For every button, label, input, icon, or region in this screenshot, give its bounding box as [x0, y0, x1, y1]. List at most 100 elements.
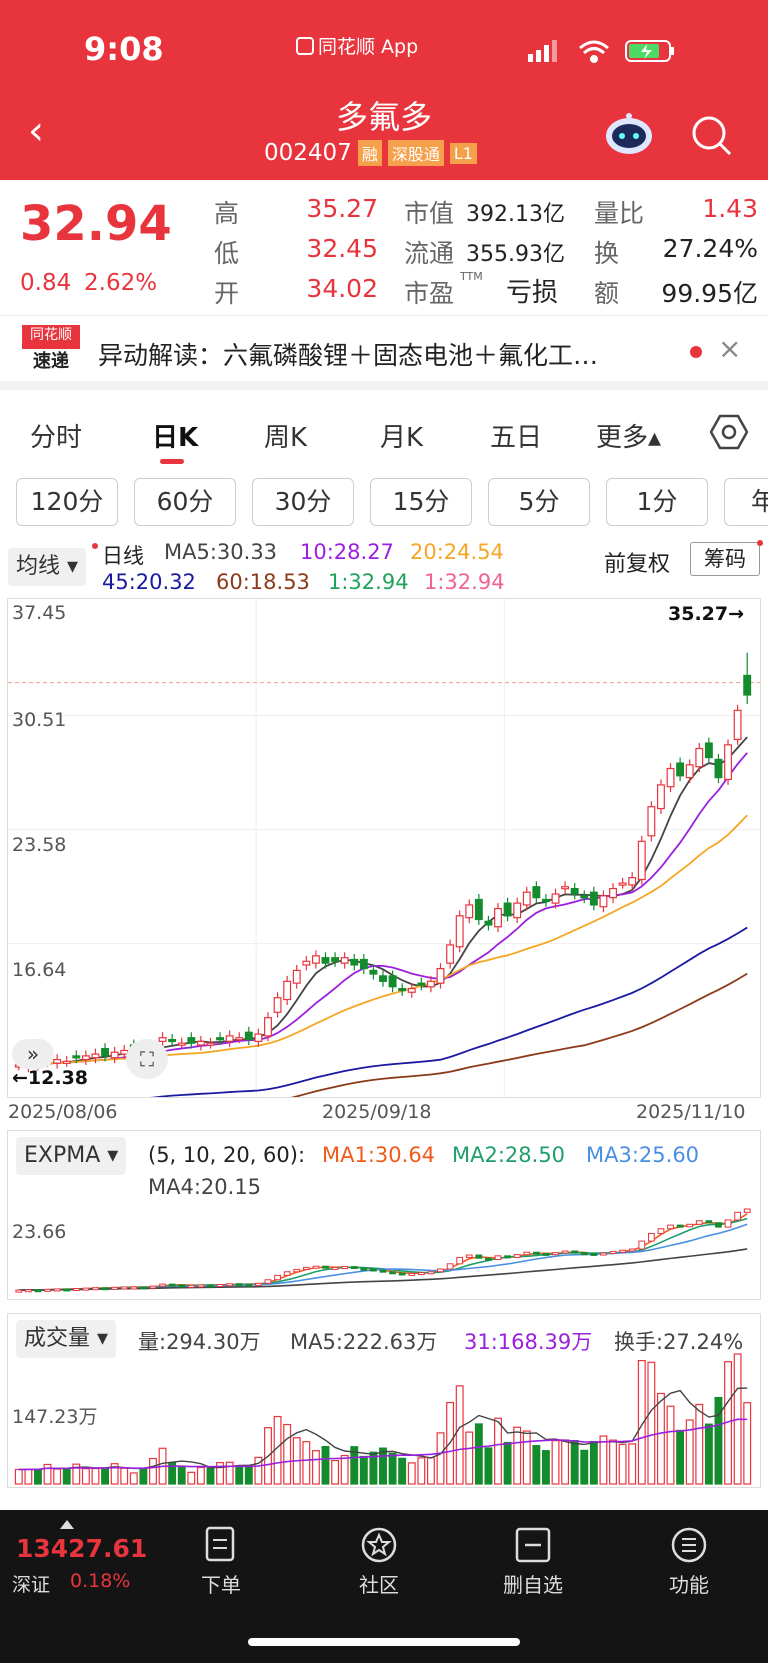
candle	[455, 915, 464, 948]
period-year[interactable]: 年	[724, 478, 768, 526]
period-5m[interactable]: 5分	[488, 478, 590, 526]
y-tick-1: 37.45	[12, 602, 67, 624]
expma-dropdown[interactable]: EXPMA ▾	[16, 1137, 127, 1175]
kline-panel[interactable]: 37.45 30.51 23.58 16.64 35.27→ ←12.38 » …	[7, 598, 761, 1098]
nav-order[interactable]: 下单	[176, 1526, 266, 1598]
volume-bar	[436, 1432, 445, 1485]
tag-connect: 深股通	[387, 140, 444, 166]
candle	[551, 893, 560, 904]
ma10-line	[18, 752, 748, 1066]
period-60m[interactable]: 60分	[134, 478, 236, 526]
volume-dropdown[interactable]: 成交量 ▾	[16, 1320, 117, 1358]
volume-bar	[628, 1443, 637, 1485]
robot-assistant-icon[interactable]	[604, 110, 654, 156]
candle	[302, 960, 311, 966]
volume-bar	[43, 1463, 52, 1485]
volume-bar	[14, 1468, 23, 1485]
period-15m[interactable]: 15分	[370, 478, 472, 526]
wifi-icon	[579, 40, 609, 63]
tab-intraday[interactable]: 分时	[30, 423, 83, 453]
top-header: 9:08 同花顺 App ‹ 多氟多 002407 融 深股通 L1	[0, 0, 768, 180]
news-text[interactable]: 异动解读：六氟磷酸锂＋固态电池＋氟化工…	[98, 341, 599, 370]
app-badge: 同花顺 App	[296, 32, 418, 59]
expma-candle	[341, 1266, 349, 1270]
candle	[513, 902, 522, 919]
expma-candle	[360, 1267, 368, 1271]
adjust-mode[interactable]: 前复权	[604, 552, 671, 577]
candle	[474, 898, 483, 921]
close-icon[interactable]: ×	[718, 332, 742, 365]
expma-candle	[657, 1228, 665, 1234]
status-time: 9:08	[84, 30, 164, 68]
ma-dropdown[interactable]: 均线 ▾	[8, 548, 87, 586]
ma1-green-legend: 1:32.94	[328, 570, 409, 594]
volume-chart	[14, 1353, 752, 1485]
candle	[359, 958, 368, 970]
expma-candle	[101, 1287, 109, 1291]
expand-up-icon[interactable]	[60, 1520, 74, 1529]
low-value: 32.45	[306, 234, 378, 263]
expma-candle	[523, 1251, 531, 1256]
volume-bar	[177, 1467, 186, 1485]
expma-candle	[82, 1287, 90, 1291]
menu-icon	[671, 1527, 707, 1563]
y-tick-3: 23.58	[12, 834, 67, 856]
candle	[72, 1055, 81, 1059]
tab-daily-k[interactable]: 日K	[152, 423, 199, 453]
candle	[647, 806, 656, 837]
volume-bar	[704, 1423, 713, 1485]
expma-candle	[494, 1255, 502, 1260]
back-icon[interactable]: ‹	[28, 108, 44, 154]
expma-candle	[302, 1266, 310, 1270]
tab-five-day[interactable]: 五日	[490, 423, 543, 453]
volume-bar	[62, 1468, 71, 1485]
expma-candle	[638, 1240, 646, 1250]
period-120m[interactable]: 120分	[16, 478, 118, 526]
expma-candle	[149, 1285, 157, 1289]
expma-panel[interactable]: EXPMA ▾ (5, 10, 20, 60): MA1:30.64 MA2:2…	[7, 1130, 761, 1300]
candle	[618, 882, 627, 886]
news-ticker[interactable]: 同花顺 速递 异动解读：六氟磷酸锂＋固态电池＋氟化工… ×	[0, 315, 768, 390]
expma-candle	[600, 1252, 607, 1256]
candle	[91, 1053, 100, 1059]
period-1m[interactable]: 1分	[606, 478, 708, 526]
volume-bar	[695, 1403, 704, 1485]
chips-button[interactable]: 筹码	[690, 542, 760, 576]
search-icon[interactable]	[690, 114, 734, 158]
expma-candle	[226, 1283, 234, 1287]
candle	[446, 944, 455, 964]
volume-bar	[561, 1439, 570, 1485]
expma-candle	[417, 1272, 425, 1276]
candle	[704, 742, 713, 759]
expma-candle	[197, 1284, 205, 1288]
tab-weekly-k[interactable]: 周K	[264, 423, 308, 453]
volume-bar	[494, 1417, 502, 1485]
tab-more[interactable]: 更多▴	[596, 423, 662, 453]
settings-icon[interactable]	[710, 413, 748, 451]
expma-dropdown-label: EXPMA	[24, 1143, 101, 1168]
period-30m[interactable]: 30分	[252, 478, 354, 526]
candle	[350, 958, 359, 966]
expma-candle	[446, 1263, 454, 1270]
expma-candle	[389, 1271, 396, 1275]
nav-community[interactable]: 社区	[334, 1526, 424, 1598]
nav-remove-watch[interactable]: 删自选	[488, 1526, 578, 1598]
expma-candle	[264, 1279, 272, 1284]
tab-monthly-k[interactable]: 月K	[380, 423, 424, 453]
volume-bar	[359, 1455, 368, 1485]
volume-panel[interactable]: 成交量 ▾ 量:294.30万 MA5:222.63万 31:168.39万 换…	[7, 1313, 761, 1488]
candle	[158, 1037, 167, 1042]
nav-functions[interactable]: 功能	[644, 1526, 734, 1598]
volume-bar	[149, 1457, 157, 1485]
volume-bar	[187, 1471, 196, 1485]
collapse-left-icon[interactable]: »	[12, 1039, 54, 1069]
expma-line	[18, 1223, 748, 1291]
fullscreen-icon[interactable]: ⛶	[126, 1039, 168, 1079]
candle	[388, 975, 397, 988]
turnover-label: 换	[594, 239, 620, 268]
turnover-value: 27.24%	[662, 234, 758, 263]
volume-bar	[666, 1405, 675, 1485]
expma-candle	[398, 1272, 406, 1276]
candle	[637, 840, 646, 881]
expma-candle	[571, 1250, 579, 1254]
